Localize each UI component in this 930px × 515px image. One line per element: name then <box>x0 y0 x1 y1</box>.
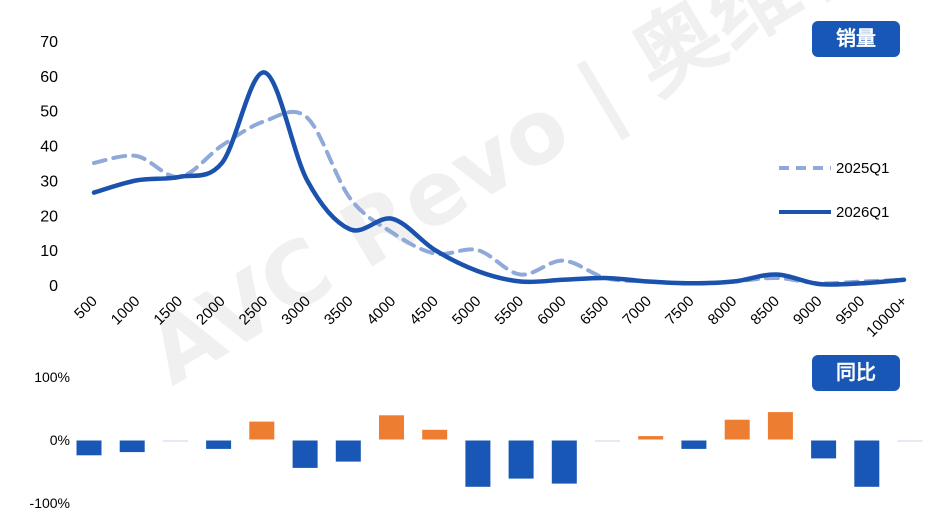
x-tick-label: 8000 <box>705 293 741 329</box>
x-tick-label: 500 <box>71 293 101 323</box>
x-tick-label: 10000+ <box>863 293 911 341</box>
yoy-bar-3000 <box>291 439 319 469</box>
y-tick-label: 30 <box>40 173 58 190</box>
yoy-bar-7500 <box>680 439 708 450</box>
yoy-bar-7000 <box>637 435 665 441</box>
yoy-bar-500 <box>75 439 103 457</box>
x-tick-label: 3500 <box>321 293 357 329</box>
x-tick-label: 7500 <box>662 293 698 329</box>
x-tick-label: 5500 <box>492 293 528 329</box>
x-tick-label: 9000 <box>790 293 826 329</box>
yoy-bar-4000 <box>378 414 405 441</box>
y-tick-label: 0 <box>49 278 58 295</box>
yoy-bar-2500 <box>248 420 276 441</box>
y-tick-label: 10 <box>40 243 58 260</box>
bar-y-tick-label: 100% <box>34 369 70 385</box>
y-tick-label: 60 <box>40 69 58 86</box>
yoy-bar-1500 <box>161 439 189 443</box>
sales-badge: 销量 <box>812 21 900 57</box>
yoy-bar-6500 <box>594 439 621 443</box>
x-tick-label: 1500 <box>150 293 186 329</box>
yoy-bar-4500 <box>421 428 449 441</box>
x-tick-label: 6000 <box>534 293 570 329</box>
y-tick-label: 70 <box>40 34 58 51</box>
x-tick-label: 5000 <box>449 293 485 329</box>
bar-y-tick-label: 0% <box>50 432 70 448</box>
x-tick-label: 6500 <box>577 293 613 329</box>
x-tick-label: 3000 <box>278 293 314 329</box>
yoy-bar-6000 <box>550 439 578 485</box>
x-tick-label: 4000 <box>364 293 400 329</box>
yoy-bar-5500 <box>507 439 535 480</box>
line-chart-series <box>91 70 907 287</box>
yoy-bar-5000 <box>464 439 492 488</box>
yoy-bar-8500 <box>766 411 794 441</box>
series-line-2025q1 <box>92 109 906 286</box>
y-tick-label: 50 <box>40 104 58 121</box>
y-tick-label: 40 <box>40 139 58 156</box>
yoy-bar-9500 <box>853 439 881 488</box>
yoy-bar-2000 <box>205 439 233 450</box>
bar-chart-axis: 100% 0% -100% <box>30 369 70 511</box>
line-chart-axis: 0 10 20 30 40 50 60 70 500 1000 1500 2000 2500 3000 35… <box>40 34 911 341</box>
legend-label-2025q1: 2025Q1 <box>836 160 889 177</box>
x-tick-label: 2000 <box>193 293 229 329</box>
legend-label-2026q1: 2026Q1 <box>836 204 889 221</box>
bar-y-tick-label: -100% <box>30 495 70 511</box>
yoy-bar-1000 <box>118 439 146 454</box>
x-tick-label: 1000 <box>108 293 144 329</box>
yoy-bar-8000 <box>723 418 751 441</box>
bar-chart-bars <box>75 411 924 488</box>
x-tick-label: 2500 <box>236 293 272 329</box>
yoy-bar-10000plus <box>896 439 924 443</box>
x-tick-label: 9500 <box>833 293 869 329</box>
x-tick-label: 8500 <box>747 293 783 329</box>
yoy-bar-9000 <box>810 439 838 460</box>
x-tick-label: 4500 <box>406 293 442 329</box>
series-line-2026q1 <box>91 70 907 287</box>
y-tick-label: 20 <box>40 208 58 225</box>
yoy-badge: 同比 <box>812 355 900 391</box>
line-chart-legend: 2025Q1 2026Q1 <box>779 160 889 221</box>
x-tick-label: 7000 <box>619 293 655 329</box>
yoy-bar-3500 <box>334 439 362 463</box>
